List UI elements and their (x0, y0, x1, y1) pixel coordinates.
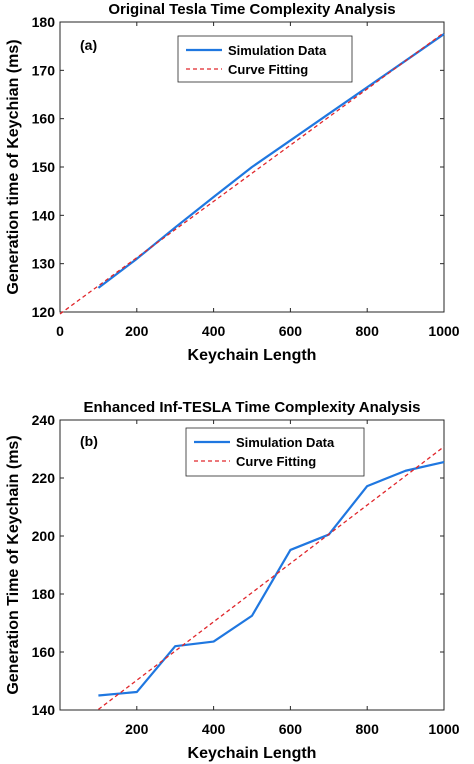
x-tick-label: 200 (125, 323, 149, 339)
chart-panel-a: Original Tesla Time Complexity Analysis 0… (5, 1, 460, 364)
x-axis-label: Keychain Length (188, 745, 317, 762)
x-tick-label: 400 (202, 721, 226, 737)
y-tick-label: 240 (32, 412, 56, 428)
y-axis-label: Generation Time of Keychain (ms) (5, 435, 22, 694)
legend-entry: Simulation Data (236, 435, 335, 450)
y-tick-label: 180 (32, 586, 56, 602)
y-tick-label: 150 (32, 159, 56, 175)
x-tick-label: 600 (279, 721, 303, 737)
panel-label: (b) (80, 433, 98, 449)
legend-box (185, 427, 365, 477)
y-tick-label: 160 (32, 111, 56, 127)
y-tick-label: 130 (32, 256, 56, 272)
y-tick-label: 120 (32, 304, 56, 320)
x-tick-label: 1000 (428, 721, 459, 737)
y-tick-label: 140 (32, 207, 56, 223)
y-axis-label: Generation time of Keychian (ms) (5, 39, 22, 294)
y-tick-label: 180 (32, 14, 56, 30)
legend-entry: Curve Fitting (236, 454, 316, 469)
curve-fitting-line (59, 32, 445, 315)
x-tick-label: 0 (56, 323, 64, 339)
chart-title: Original Tesla Time Complexity Analysis (108, 1, 395, 18)
x-tick-label: 1000 (428, 323, 459, 339)
x-tick-label: 400 (202, 323, 226, 339)
chart-panel-b: Enhanced Inf-TESLA Time Complexity Analy… (5, 399, 460, 762)
legend-box (177, 35, 353, 83)
y-tick-label: 160 (32, 644, 56, 660)
panel-label: (a) (80, 37, 97, 53)
y-tick-label: 220 (32, 470, 56, 486)
simulation-data-line (98, 460, 445, 697)
y-tick-label: 200 (32, 528, 56, 544)
x-axis-label: Keychain Length (188, 347, 317, 364)
x-tick-label: 800 (356, 323, 380, 339)
legend-entry: Curve Fitting (228, 62, 308, 77)
x-tick-label: 200 (125, 721, 149, 737)
legend-entry: Simulation Data (228, 43, 327, 58)
chart-title: Enhanced Inf-TESLA Time Complexity Analy… (83, 399, 420, 416)
x-tick-label: 600 (279, 323, 303, 339)
y-tick-label: 140 (32, 702, 56, 718)
curve-fitting-line (98, 446, 445, 710)
x-tick-label: 800 (356, 721, 380, 737)
y-tick-label: 170 (32, 62, 56, 78)
